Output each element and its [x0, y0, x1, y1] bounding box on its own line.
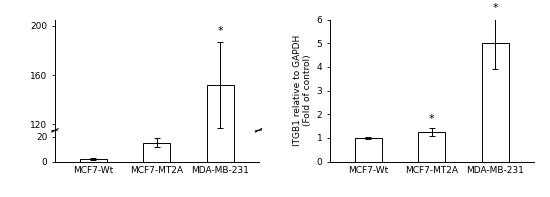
Bar [355, 138, 382, 162]
Text: *: * [493, 3, 498, 13]
Bar [482, 43, 509, 162]
Text: *: * [429, 114, 434, 124]
Text: *: * [218, 26, 223, 36]
Bar [144, 143, 170, 162]
Bar [207, 0, 234, 162]
Bar [80, 159, 107, 162]
Bar [207, 85, 234, 197]
Y-axis label: ITGB1 relative to GAPDH
(Fold of control): ITGB1 relative to GAPDH (Fold of control… [293, 35, 312, 146]
Bar [419, 132, 445, 162]
